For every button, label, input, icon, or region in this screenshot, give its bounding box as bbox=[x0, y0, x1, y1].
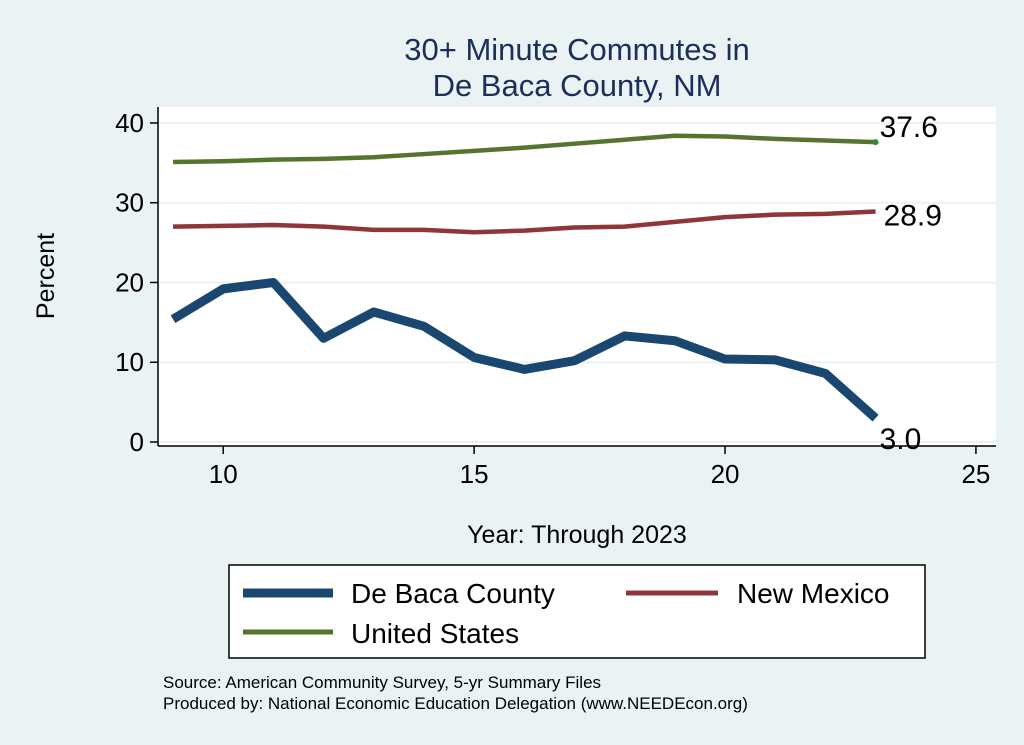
end-label-united-states: 37.6 bbox=[880, 111, 938, 144]
gridlines bbox=[158, 121, 996, 444]
y-tick-label-20: 20 bbox=[115, 267, 144, 297]
x-tick-label-15: 15 bbox=[460, 459, 489, 489]
plot-area bbox=[158, 107, 996, 446]
end-label-new-mexico: 28.9 bbox=[884, 199, 942, 232]
chart-title-line-1: 30+ Minute Commutes in bbox=[404, 32, 749, 67]
y-tick-label-40: 40 bbox=[115, 108, 144, 138]
x-tick-label-20: 20 bbox=[711, 459, 740, 489]
x-tick-label-10: 10 bbox=[209, 459, 238, 489]
y-tick-label-0: 0 bbox=[130, 427, 144, 457]
series-line-united-states bbox=[173, 133, 876, 165]
series-layer bbox=[170, 133, 879, 422]
legend-box bbox=[228, 564, 926, 659]
series-line-de-baca-county bbox=[170, 277, 879, 422]
source-note: Source: American Community Survey, 5-yr … bbox=[163, 673, 601, 692]
legend-label-de-baca-county: De Baca County bbox=[351, 578, 555, 609]
series-end-marker-united-states bbox=[872, 139, 879, 146]
x-axis-title: Year: Through 2023 bbox=[467, 521, 687, 549]
legend: De Baca County New Mexico United States bbox=[228, 564, 926, 659]
produced-by-note: Produced by: National Economic Education… bbox=[163, 694, 748, 713]
chart-title-line-2: De Baca County, NM bbox=[433, 68, 722, 103]
legend-label-united-states: United States bbox=[351, 618, 519, 649]
end-label-de-baca-county: 3.0 bbox=[880, 423, 922, 456]
y-axis-title: Percent bbox=[32, 233, 60, 319]
legend-label-new-mexico: New Mexico bbox=[737, 578, 889, 609]
end-labels: 37.6 28.9 3.0 bbox=[880, 111, 942, 456]
series-line-new-mexico bbox=[173, 209, 876, 235]
y-tick-label-10: 10 bbox=[115, 347, 144, 377]
y-tick-label-30: 30 bbox=[115, 188, 144, 218]
axes: 0 10 20 30 40 10 15 20 25 bbox=[115, 107, 996, 489]
x-tick-label-25: 25 bbox=[961, 459, 990, 489]
